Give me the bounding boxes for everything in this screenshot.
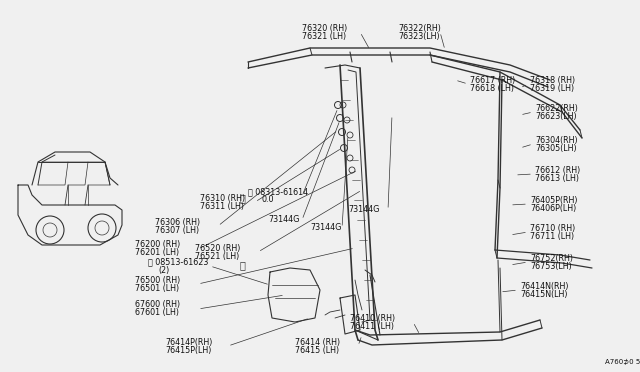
Text: 76415 (LH): 76415 (LH) (295, 346, 339, 355)
Text: 76711 (LH): 76711 (LH) (530, 231, 574, 241)
Text: Ⓢ 08513-61623: Ⓢ 08513-61623 (148, 257, 209, 266)
Text: 67600 (RH): 67600 (RH) (135, 301, 180, 310)
Text: 76406P(LH): 76406P(LH) (530, 203, 576, 212)
Text: 0.0: 0.0 (262, 196, 275, 205)
Text: 76318 (RH): 76318 (RH) (530, 76, 575, 84)
Text: 76307 (LH): 76307 (LH) (155, 225, 199, 234)
Text: 76501 (LH): 76501 (LH) (135, 283, 179, 292)
Text: 76415P(LH): 76415P(LH) (165, 346, 211, 355)
Text: 76752(RH): 76752(RH) (530, 253, 573, 263)
Text: (2): (2) (158, 266, 169, 275)
Text: Ⓢ 08313-61614: Ⓢ 08313-61614 (248, 187, 308, 196)
Text: 76618 (LH): 76618 (LH) (470, 83, 514, 93)
Text: 76415N(LH): 76415N(LH) (520, 289, 568, 298)
Text: 76612 (RH): 76612 (RH) (535, 166, 580, 174)
Text: 76414P(RH): 76414P(RH) (165, 337, 212, 346)
Text: 76405P(RH): 76405P(RH) (530, 196, 577, 205)
Text: 76306 (RH): 76306 (RH) (155, 218, 200, 227)
Text: 76613 (LH): 76613 (LH) (535, 173, 579, 183)
Text: 76310 (RH): 76310 (RH) (200, 193, 245, 202)
Text: 76200 (RH): 76200 (RH) (135, 241, 180, 250)
Text: 76710 (RH): 76710 (RH) (530, 224, 575, 232)
Text: 76414 (RH): 76414 (RH) (295, 337, 340, 346)
Text: 76320 (RH): 76320 (RH) (302, 23, 348, 32)
Text: 67601 (LH): 67601 (LH) (135, 308, 179, 317)
Text: 76520 (RH): 76520 (RH) (195, 244, 241, 253)
Text: 73144G: 73144G (348, 205, 380, 215)
Text: A760⊅0 5: A760⊅0 5 (605, 359, 640, 365)
Text: Ⓢ: Ⓢ (239, 260, 245, 270)
Text: 76305(LH): 76305(LH) (535, 144, 577, 153)
Text: 76410 (RH): 76410 (RH) (350, 314, 395, 323)
Text: 73144G: 73144G (310, 224, 341, 232)
Text: 76311 (LH): 76311 (LH) (200, 202, 244, 211)
Text: 76753(LH): 76753(LH) (530, 262, 572, 270)
Text: 76617 (RH): 76617 (RH) (470, 76, 515, 84)
Text: 76414N(RH): 76414N(RH) (520, 282, 568, 291)
Text: 76322(RH): 76322(RH) (398, 23, 441, 32)
Text: 76623(LH): 76623(LH) (535, 112, 577, 121)
Text: 76500 (RH): 76500 (RH) (135, 276, 180, 285)
Text: 73144G: 73144G (268, 215, 300, 224)
Text: 76323(LH): 76323(LH) (398, 32, 440, 41)
Text: 76411 (LH): 76411 (LH) (350, 321, 394, 330)
Text: 76304(RH): 76304(RH) (535, 135, 578, 144)
Text: 76321 (LH): 76321 (LH) (302, 32, 346, 41)
Text: 76319 (LH): 76319 (LH) (530, 83, 574, 93)
Text: 76622(RH): 76622(RH) (535, 103, 578, 112)
Text: 76521 (LH): 76521 (LH) (195, 251, 239, 260)
Text: Ⓢ: Ⓢ (239, 193, 245, 203)
Text: 76201 (LH): 76201 (LH) (135, 248, 179, 257)
